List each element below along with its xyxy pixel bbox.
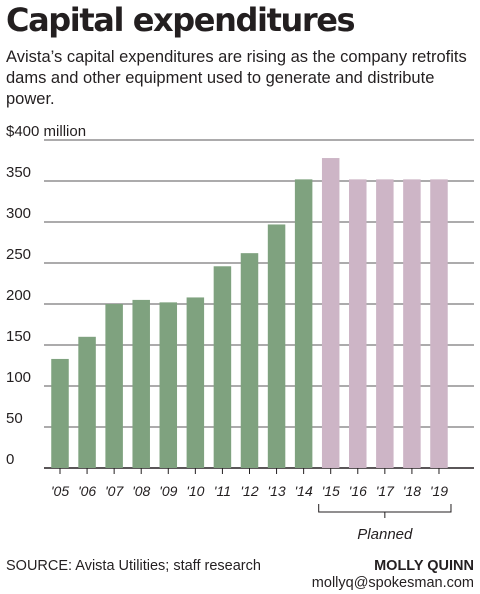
planned-bracket-line (318, 504, 452, 513)
chart-title: Capital expenditures (6, 1, 356, 39)
x-tick-label: '06 (78, 483, 96, 499)
source-note: SOURCE: Avista Utilities; staff research (6, 558, 261, 574)
x-tick-label: '19 (430, 483, 448, 499)
x-tick-label: '18 (403, 483, 421, 499)
bar-actual (132, 299, 150, 468)
x-tick-label: '08 (132, 483, 150, 499)
x-tick-label: '09 (159, 483, 177, 499)
x-tick-label: '11 (214, 483, 231, 499)
y-tick-label: 100 (6, 369, 31, 386)
bar-actual (267, 224, 286, 468)
y-tick-label: 150 (6, 328, 31, 345)
bar-actual (159, 302, 178, 468)
y-tick-label: 200 (6, 287, 31, 304)
bar-actual (105, 304, 123, 468)
credit-name: MOLLY QUINN (374, 558, 474, 574)
planned-bracket: Planned (318, 504, 452, 543)
y-tick-label: 50 (6, 410, 23, 427)
y-tick-label: 350 (6, 164, 31, 181)
x-tick-label: '10 (186, 483, 204, 499)
bar-actual (78, 336, 96, 468)
bar-planned (430, 179, 448, 469)
bars (51, 158, 448, 469)
x-tick-label: '16 (349, 483, 367, 499)
bar-planned (349, 179, 367, 469)
y-tick-label: 250 (6, 246, 31, 263)
bar-actual (213, 266, 232, 468)
x-tick-label: '14 (295, 483, 313, 499)
x-tick-label: '07 (105, 483, 124, 499)
bar-actual (240, 253, 259, 468)
bar-planned (376, 179, 394, 469)
chart-subtitle: Avista’s capital expenditures are rising… (6, 48, 467, 108)
x-tick-label: '13 (267, 483, 285, 499)
bar-actual (294, 179, 313, 469)
x-tick-label: '17 (376, 483, 395, 499)
bar-actual (51, 358, 69, 468)
x-axis-ticks: '05 '06 '07 '08 '09 '10 '11 '12 '13 '14 '15 '16 '17 '… (51, 468, 448, 499)
y-tick-label: $400 million (6, 123, 86, 140)
planned-label: Planned (357, 526, 413, 543)
x-tick-label: '05 (51, 483, 69, 499)
x-tick-label: '15 (322, 483, 340, 499)
bar-planned (321, 158, 340, 469)
y-axis-ticks: 0 50 100 150 200 250 300 350 $400 million (6, 123, 86, 468)
y-tick-label: 0 (6, 451, 14, 468)
credit-email: mollyq@spokesman.com (311, 575, 474, 591)
bar-actual (186, 297, 205, 468)
x-tick-label: '12 (240, 483, 258, 499)
bar-planned (403, 179, 421, 469)
y-tick-label: 300 (6, 205, 31, 222)
